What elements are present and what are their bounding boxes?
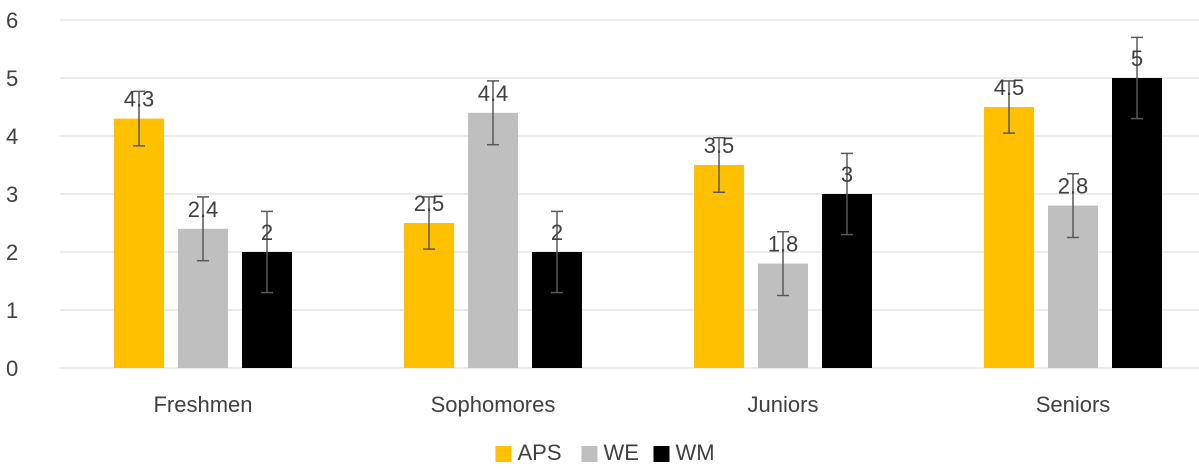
legend-label-wm: WM bbox=[676, 440, 715, 465]
data-label: 2.8 bbox=[1058, 174, 1089, 199]
legend-label-we: WE bbox=[604, 440, 639, 465]
data-label: 2 bbox=[551, 220, 563, 245]
bar-aps-juniors bbox=[694, 165, 744, 368]
y-tick-label: 1 bbox=[6, 298, 18, 323]
x-axis-categories: Freshmen Sophomores Juniors Seniors bbox=[153, 392, 1110, 417]
data-label: 4.5 bbox=[994, 75, 1025, 100]
y-tick-label: 6 bbox=[6, 8, 18, 33]
y-axis-ticks: 0 1 2 3 4 5 6 bbox=[6, 8, 18, 381]
legend-swatch-aps bbox=[495, 446, 512, 462]
legend-swatch-we bbox=[581, 446, 598, 462]
data-label: 2 bbox=[261, 220, 273, 245]
legend-swatch-wm bbox=[653, 446, 670, 462]
data-labels: 4.3 2.4 2 2.5 4.4 2 3.5 1.8 3 4.5 2.8 5 bbox=[124, 46, 1143, 257]
data-label: 5 bbox=[1131, 46, 1143, 71]
data-label: 1.8 bbox=[768, 232, 799, 257]
legend: APS WE WM bbox=[495, 440, 715, 465]
legend-label-aps: APS bbox=[518, 440, 562, 465]
y-tick-label: 2 bbox=[6, 240, 18, 265]
x-category-label: Seniors bbox=[1036, 392, 1111, 417]
x-category-label: Freshmen bbox=[153, 392, 252, 417]
y-tick-label: 3 bbox=[6, 182, 18, 207]
bar-wm-seniors bbox=[1112, 78, 1162, 368]
data-label: 2.4 bbox=[188, 197, 219, 222]
bar-aps-freshmen bbox=[114, 118, 164, 368]
data-label: 3.5 bbox=[704, 133, 735, 158]
x-category-label: Sophomores bbox=[431, 392, 556, 417]
error-bars bbox=[133, 36, 1143, 297]
bar-we-sophomores bbox=[468, 112, 518, 368]
data-label: 3 bbox=[841, 162, 853, 187]
y-tick-label: 0 bbox=[6, 356, 18, 381]
data-label: 4.4 bbox=[478, 81, 509, 106]
data-label: 4.3 bbox=[124, 87, 155, 112]
data-label: 2.5 bbox=[414, 191, 445, 216]
y-tick-label: 5 bbox=[6, 66, 18, 91]
x-category-label: Juniors bbox=[748, 392, 819, 417]
bar-aps-seniors bbox=[984, 107, 1034, 368]
y-tick-label: 4 bbox=[6, 124, 18, 149]
